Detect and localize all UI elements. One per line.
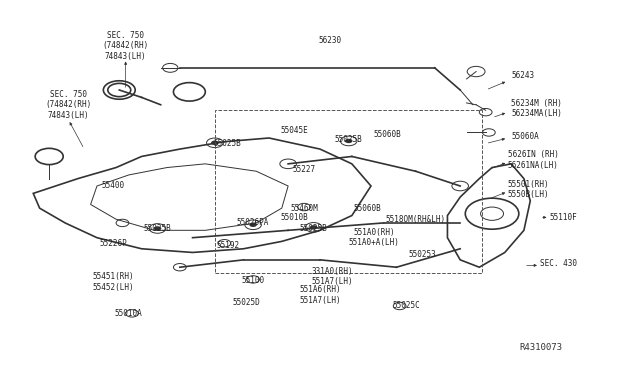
Circle shape — [249, 222, 257, 227]
Text: 55026PA: 55026PA — [237, 218, 269, 227]
Text: 5626IN (RH)
56261NA(LH): 5626IN (RH) 56261NA(LH) — [508, 150, 559, 170]
Text: 55501(RH)
5550B(LH): 55501(RH) 5550B(LH) — [508, 180, 550, 199]
Text: 5518OM(RH&LH): 5518OM(RH&LH) — [385, 215, 445, 224]
Text: 331A0(RH)
551A7(LH): 331A0(RH) 551A7(LH) — [312, 267, 353, 286]
Text: SEC. 750
(74842(RH)
74843(LH): SEC. 750 (74842(RH) 74843(LH) — [102, 31, 148, 61]
Text: 551A6(RH)
551A7(LH): 551A6(RH) 551A7(LH) — [299, 285, 341, 305]
Text: 55400: 55400 — [101, 182, 124, 190]
Text: 56234M (RH)
56234MA(LH): 56234M (RH) 56234MA(LH) — [511, 99, 562, 118]
Text: 55025B: 55025B — [300, 224, 328, 233]
Text: R4310073: R4310073 — [519, 343, 562, 352]
Text: 55460M: 55460M — [290, 203, 318, 213]
Text: 551A0(RH)
551A0+A(LH): 551A0(RH) 551A0+A(LH) — [349, 228, 399, 247]
Text: 550253: 550253 — [408, 250, 436, 259]
Circle shape — [211, 141, 219, 145]
Text: 56230: 56230 — [318, 36, 341, 45]
Text: 55226P: 55226P — [99, 239, 127, 248]
Text: 55025B: 55025B — [335, 135, 362, 144]
Text: 55227: 55227 — [292, 165, 316, 174]
Text: 55025B: 55025B — [214, 139, 241, 148]
Text: 55451(RH)
55452(LH): 55451(RH) 55452(LH) — [92, 272, 134, 292]
Circle shape — [345, 139, 353, 143]
Text: 55010B: 55010B — [280, 213, 308, 222]
Text: 55060B: 55060B — [354, 203, 381, 213]
Text: 55025B: 55025B — [143, 224, 172, 233]
Text: 55045E: 55045E — [280, 126, 308, 135]
Text: 55110F: 55110F — [549, 213, 577, 222]
Text: SEC. 750
(74842(RH)
74843(LH): SEC. 750 (74842(RH) 74843(LH) — [45, 90, 92, 120]
Text: SEC. 430: SEC. 430 — [540, 259, 577, 268]
Text: 55100: 55100 — [241, 276, 265, 285]
Text: 55060B: 55060B — [373, 130, 401, 139]
Circle shape — [154, 226, 161, 231]
Text: 55010A: 55010A — [115, 309, 143, 318]
Circle shape — [310, 225, 317, 230]
Text: 56243: 56243 — [511, 71, 534, 80]
Text: 55060A: 55060A — [511, 132, 539, 141]
Text: 55025D: 55025D — [233, 298, 260, 307]
Text: 55025C: 55025C — [392, 301, 420, 311]
Text: 55192: 55192 — [216, 241, 239, 250]
